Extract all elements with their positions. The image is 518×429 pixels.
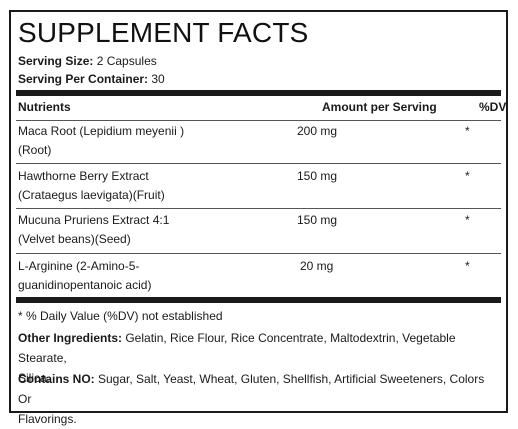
- nutrient-amount: 200 mg: [297, 124, 338, 138]
- other-ingredients-line: Other Ingredients: Gelatin, Rice Flour, …: [18, 328, 496, 368]
- daily-value-footnote: * % Daily Value (%DV) not established: [18, 309, 223, 323]
- nutrient-amount: 150 mg: [297, 169, 338, 183]
- row-divider: [16, 208, 501, 209]
- row-divider: [16, 253, 501, 254]
- supplement-facts-panel: SUPPLEMENT FACTS Serving Size: 2 Capsule…: [9, 10, 508, 426]
- nutrient-amount: 20 mg: [300, 259, 334, 273]
- column-nutrients: Nutrients: [18, 100, 71, 114]
- nutrient-amount: 150 mg: [297, 213, 338, 227]
- nutrient-name-line: Maca Root (Lepidium meyenii ): [18, 124, 185, 138]
- nutrient-dv: *: [465, 124, 470, 138]
- serving-size-value: 2 Capsules: [96, 54, 157, 68]
- nutrient-name-line: L-Arginine (2-Amino-5-: [18, 259, 140, 273]
- other-ingredients-line: Silica.: [18, 371, 51, 385]
- servings-per-container-value: 30: [151, 72, 165, 86]
- column-amount: Amount per Serving: [322, 100, 437, 114]
- nutrient-name-line: Hawthorne Berry Extract: [18, 169, 149, 183]
- footer-divider: [16, 297, 501, 303]
- nutrient-name-line: (Crataegus laevigata)(Fruit): [18, 188, 165, 202]
- servings-per-container-label: Serving Per Container:: [18, 72, 149, 86]
- other-ingredients-label: Other Ingredients:: [18, 331, 123, 345]
- contains-no-text: Sugar, Salt, Yeast, Wheat, Gluten, Shell…: [18, 372, 485, 406]
- other-ingredients: Other Ingredients: Gelatin, Rice Flour, …: [18, 328, 496, 388]
- nutrient-name-line: (Root): [18, 143, 52, 157]
- servings-per-container: Serving Per Container: 30: [18, 71, 165, 87]
- serving-size-label: Serving Size:: [18, 54, 94, 68]
- nutrient-name-line: (Velvet beans)(Seed): [18, 232, 131, 246]
- other-ingredients-text: Gelatin, Rice Flour, Rice Concentrate, M…: [18, 331, 456, 365]
- nutrient-name: Maca Root (Lepidium meyenii ) (Root): [18, 122, 288, 160]
- contains-no-label: Contains NO:: [18, 372, 95, 386]
- nutrient-name: Hawthorne Berry Extract (Crataegus laevi…: [18, 167, 288, 205]
- row-divider: [16, 120, 501, 121]
- nutrient-dv: *: [465, 213, 470, 227]
- contains-no-line: Flavorings.: [18, 412, 77, 426]
- row-divider: [16, 163, 501, 164]
- nutrient-name-line: Mucuna Pruriens Extract 4:1: [18, 213, 170, 227]
- contains-no: Contains NO: Sugar, Salt, Yeast, Wheat, …: [18, 369, 496, 429]
- nutrient-dv: *: [465, 169, 470, 183]
- contains-no-line: Contains NO: Sugar, Salt, Yeast, Wheat, …: [18, 369, 496, 409]
- panel-title: SUPPLEMENT FACTS: [18, 17, 309, 48]
- nutrient-name: L-Arginine (2-Amino-5- guanidinopentanoi…: [18, 257, 288, 295]
- column-dv: %DV: [479, 100, 507, 114]
- nutrient-name: Mucuna Pruriens Extract 4:1 (Velvet bean…: [18, 211, 288, 249]
- header-divider: [16, 90, 501, 96]
- nutrient-dv: *: [465, 259, 470, 273]
- serving-size: Serving Size: 2 Capsules: [18, 53, 157, 69]
- nutrient-name-line: guanidinopentanoic acid): [18, 278, 152, 292]
